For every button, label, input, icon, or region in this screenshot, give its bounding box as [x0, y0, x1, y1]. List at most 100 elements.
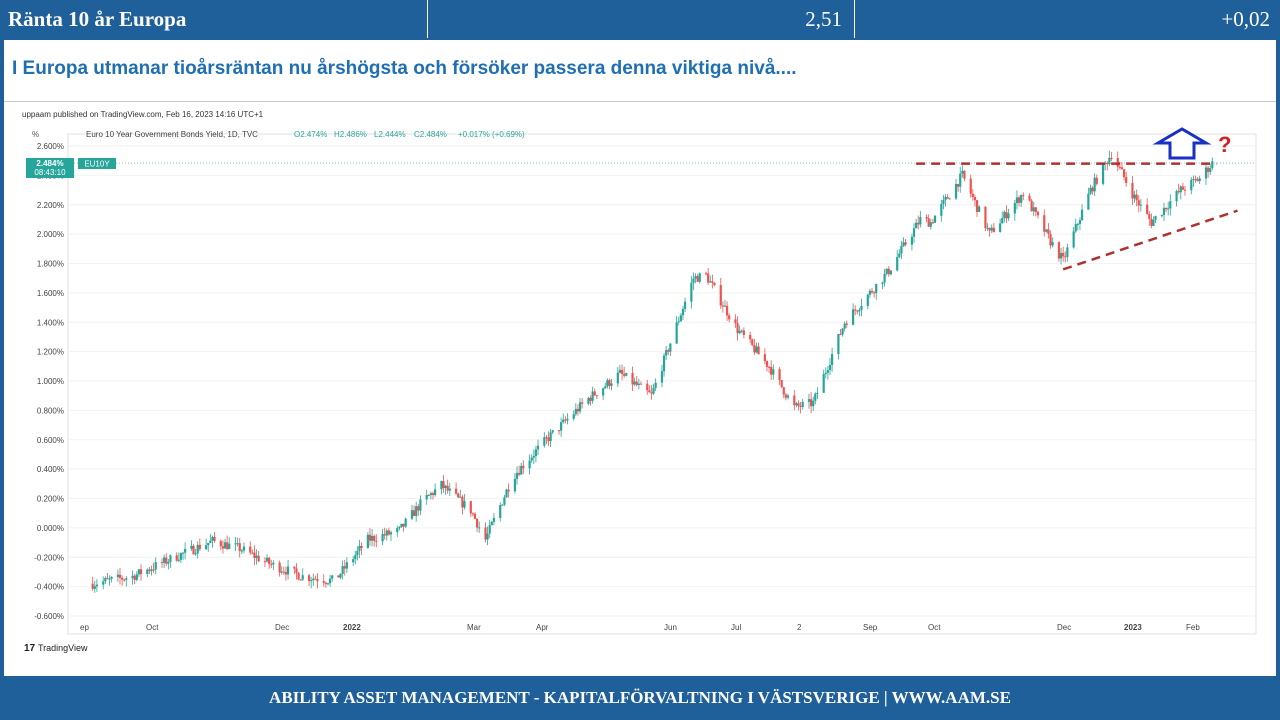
candle-body [427, 494, 430, 496]
candle-body [889, 270, 893, 275]
candle-body [574, 408, 577, 415]
candle-body [738, 330, 741, 334]
candle-body [801, 401, 804, 407]
candle-body [175, 555, 178, 561]
candle-body [118, 574, 122, 578]
candle-body [793, 395, 796, 406]
candle-body [910, 236, 914, 245]
candle-body [1164, 207, 1168, 210]
candle-body [310, 580, 313, 582]
candle-body [387, 530, 390, 535]
candle-body [404, 518, 407, 527]
candle-body [1152, 219, 1155, 226]
candle-body [854, 309, 857, 311]
candle-body [165, 557, 168, 564]
candle-body [581, 402, 584, 404]
candle-body [933, 215, 937, 223]
chart-title: Ränta 10 år Europa [8, 7, 187, 31]
candle-body [1122, 169, 1126, 178]
candle-body [782, 387, 785, 395]
candlestick-chart: uppaam published on TradingView.com, Feb… [18, 106, 1262, 658]
candle-body [652, 387, 655, 394]
candle-body [104, 578, 107, 582]
candle-body [843, 323, 846, 329]
candle-body [1181, 186, 1184, 190]
x-axis: ep Oct Dec 2022 Mar Apr Jun Jul 2 Sep Oct Dec 2023 Fe… [80, 623, 1200, 632]
candle-body [192, 545, 195, 555]
plot-frame [67, 133, 1257, 635]
candle-body [1091, 187, 1094, 192]
candle-body [1160, 214, 1163, 217]
candle-body [339, 573, 342, 578]
question-mark: ? [1218, 132, 1231, 157]
candle-body [860, 305, 863, 310]
y-tick-label: 2.200% [37, 201, 64, 210]
y-tick-label: 1.000% [37, 377, 64, 386]
candle-body [572, 414, 575, 419]
candle-body [969, 178, 972, 194]
candle-body [102, 581, 105, 585]
candle-body [484, 527, 487, 540]
candle-body [545, 437, 548, 439]
candle-body [839, 334, 842, 336]
candle-body [207, 542, 210, 546]
candle-body [1001, 218, 1004, 224]
candle-body [721, 305, 724, 307]
candle-body [742, 330, 745, 335]
candle-body [986, 227, 989, 229]
candle-body [223, 542, 227, 549]
candle-body [618, 369, 622, 373]
candle-body [587, 397, 590, 404]
candle-body [198, 544, 201, 550]
candle-body [1074, 224, 1077, 232]
candle-body [396, 528, 399, 533]
candle-body [1198, 178, 1201, 182]
candle-body [900, 245, 903, 254]
candle-body [417, 506, 420, 511]
candle-body [679, 315, 682, 322]
candle-body [181, 552, 185, 554]
candle-body [160, 562, 164, 564]
ohlc-close: C2.484% [414, 130, 447, 139]
x-tick-label: Dec [275, 623, 289, 632]
candle-body [331, 575, 334, 579]
candle-body [961, 170, 964, 174]
candle-body [812, 400, 815, 407]
candle-body [1034, 207, 1037, 212]
candle-body [1030, 200, 1033, 212]
candle-body [841, 328, 844, 335]
candle-body [1057, 242, 1061, 259]
candle-body [354, 555, 357, 560]
candle-body [1020, 195, 1023, 203]
candles [91, 150, 1214, 593]
candle-body [988, 227, 991, 231]
candle-body [345, 562, 348, 569]
candle-body [360, 545, 363, 548]
candle-body [1022, 195, 1025, 197]
candle-body [400, 523, 403, 527]
candle-body [604, 386, 607, 389]
candle-body [169, 555, 172, 562]
candle-body [757, 346, 760, 355]
candle-body [415, 506, 418, 517]
candle-body [620, 369, 624, 374]
candle-body [152, 569, 155, 571]
candle-body [946, 197, 949, 199]
candle-body [1146, 204, 1149, 215]
candle-body [125, 578, 128, 580]
candle-body [425, 494, 428, 500]
candle-body [476, 518, 479, 528]
candle-body [751, 339, 754, 346]
candle-body [770, 366, 773, 375]
candle-body [461, 496, 464, 508]
price-tag-time: 08:43:10 [34, 168, 66, 177]
candle-body [784, 394, 787, 398]
candle-body [337, 575, 340, 578]
candle-body [297, 572, 300, 580]
candle-body [433, 489, 437, 496]
candle-body [650, 392, 653, 394]
divider [4, 101, 1276, 102]
candle-body [725, 305, 729, 316]
candle-body [547, 437, 550, 442]
candle-body [589, 397, 592, 401]
